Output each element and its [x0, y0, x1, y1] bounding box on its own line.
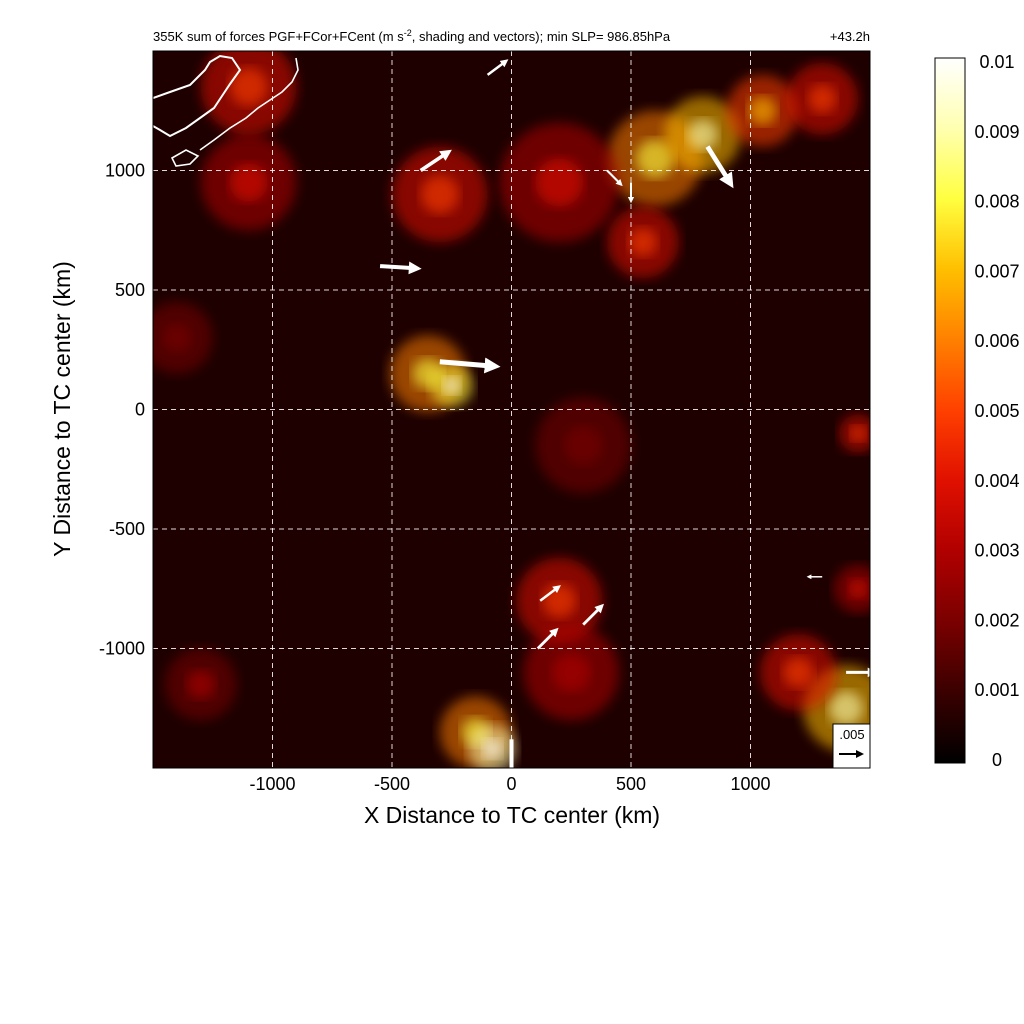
x-tick-label: 1000	[730, 774, 770, 794]
force-vector	[379, 261, 422, 275]
force-vector	[486, 59, 509, 76]
y-tick-labels: -1000 -500 0 500 1000	[99, 161, 145, 659]
force-vector	[606, 169, 623, 187]
force-vector	[419, 149, 452, 172]
shading-core	[482, 739, 502, 759]
shading-core	[186, 670, 216, 699]
y-tick-label: -1000	[99, 639, 145, 659]
shading-core	[229, 67, 268, 106]
shading-core	[848, 579, 868, 599]
shading-core	[535, 158, 584, 207]
shading-core	[748, 96, 777, 126]
colorbar	[934, 57, 966, 764]
y-axis-label: Y Distance to TC center (km)	[49, 261, 75, 557]
shading-core	[162, 323, 192, 353]
reference-vector-label: .005	[839, 727, 864, 742]
shading-core	[635, 139, 675, 178]
colorbar-tick-label: 0.004	[974, 471, 1019, 491]
y-tick-label: 1000	[105, 161, 145, 181]
shading-core	[443, 376, 461, 395]
force-vector	[705, 145, 734, 189]
colorbar-tick-label: 0.007	[974, 261, 1019, 281]
shading-core	[807, 84, 837, 114]
force-vector	[539, 585, 561, 602]
colorbar-tick-label: 0.002	[974, 610, 1019, 630]
y-tick-label: 500	[115, 280, 145, 300]
shading-core	[687, 119, 718, 150]
shading-core	[542, 583, 577, 618]
x-tick-labels: -1000 -500 0 500 1000	[249, 774, 770, 794]
x-tick-label: -500	[374, 774, 410, 794]
shading-core	[628, 227, 658, 257]
shading-core	[828, 691, 864, 726]
vector-field	[379, 59, 870, 768]
grid-lines	[153, 51, 870, 768]
coastline	[153, 54, 299, 167]
chart-title: 355K sum of forces PGF+FCor+FCent (m s-2…	[153, 28, 671, 44]
plot-frame	[152, 50, 871, 769]
y-tick-label: 0	[135, 400, 145, 420]
forecast-time-label: +43.2h	[830, 29, 870, 44]
colorbar-tick-label: 0.009	[974, 122, 1019, 142]
force-vector	[536, 627, 559, 650]
shading-core	[783, 657, 814, 688]
force-vector	[439, 357, 501, 374]
colorbar-tick-label: 0.006	[974, 331, 1019, 351]
colorbar-tick-labels: 0 0.001 0.002 0.003 0.004 0.005 0.006 0.007 0.00…	[974, 52, 1019, 770]
x-tick-label: 0	[506, 774, 516, 794]
colorbar-tick-label: 0.01	[979, 52, 1014, 72]
x-axis-label: X Distance to TC center (km)	[364, 802, 660, 828]
force-vector	[582, 603, 604, 626]
colorbar-tick-label: 0.003	[974, 541, 1019, 561]
colorbar-tick-label: 0.008	[974, 192, 1019, 212]
shading-core	[420, 175, 459, 214]
shading-core	[564, 426, 603, 465]
reference-vector: .005	[832, 723, 871, 769]
x-tick-label: 500	[616, 774, 646, 794]
shading-core	[850, 425, 866, 442]
x-tick-label: -1000	[249, 774, 295, 794]
y-tick-label: -500	[109, 519, 145, 539]
shading-core	[229, 163, 268, 202]
colorbar-tick-label: 0	[992, 750, 1002, 770]
shading-core	[552, 653, 591, 692]
colorbar-tick-label: 0.005	[974, 401, 1019, 421]
colorbar-tick-label: 0.001	[974, 680, 1019, 700]
